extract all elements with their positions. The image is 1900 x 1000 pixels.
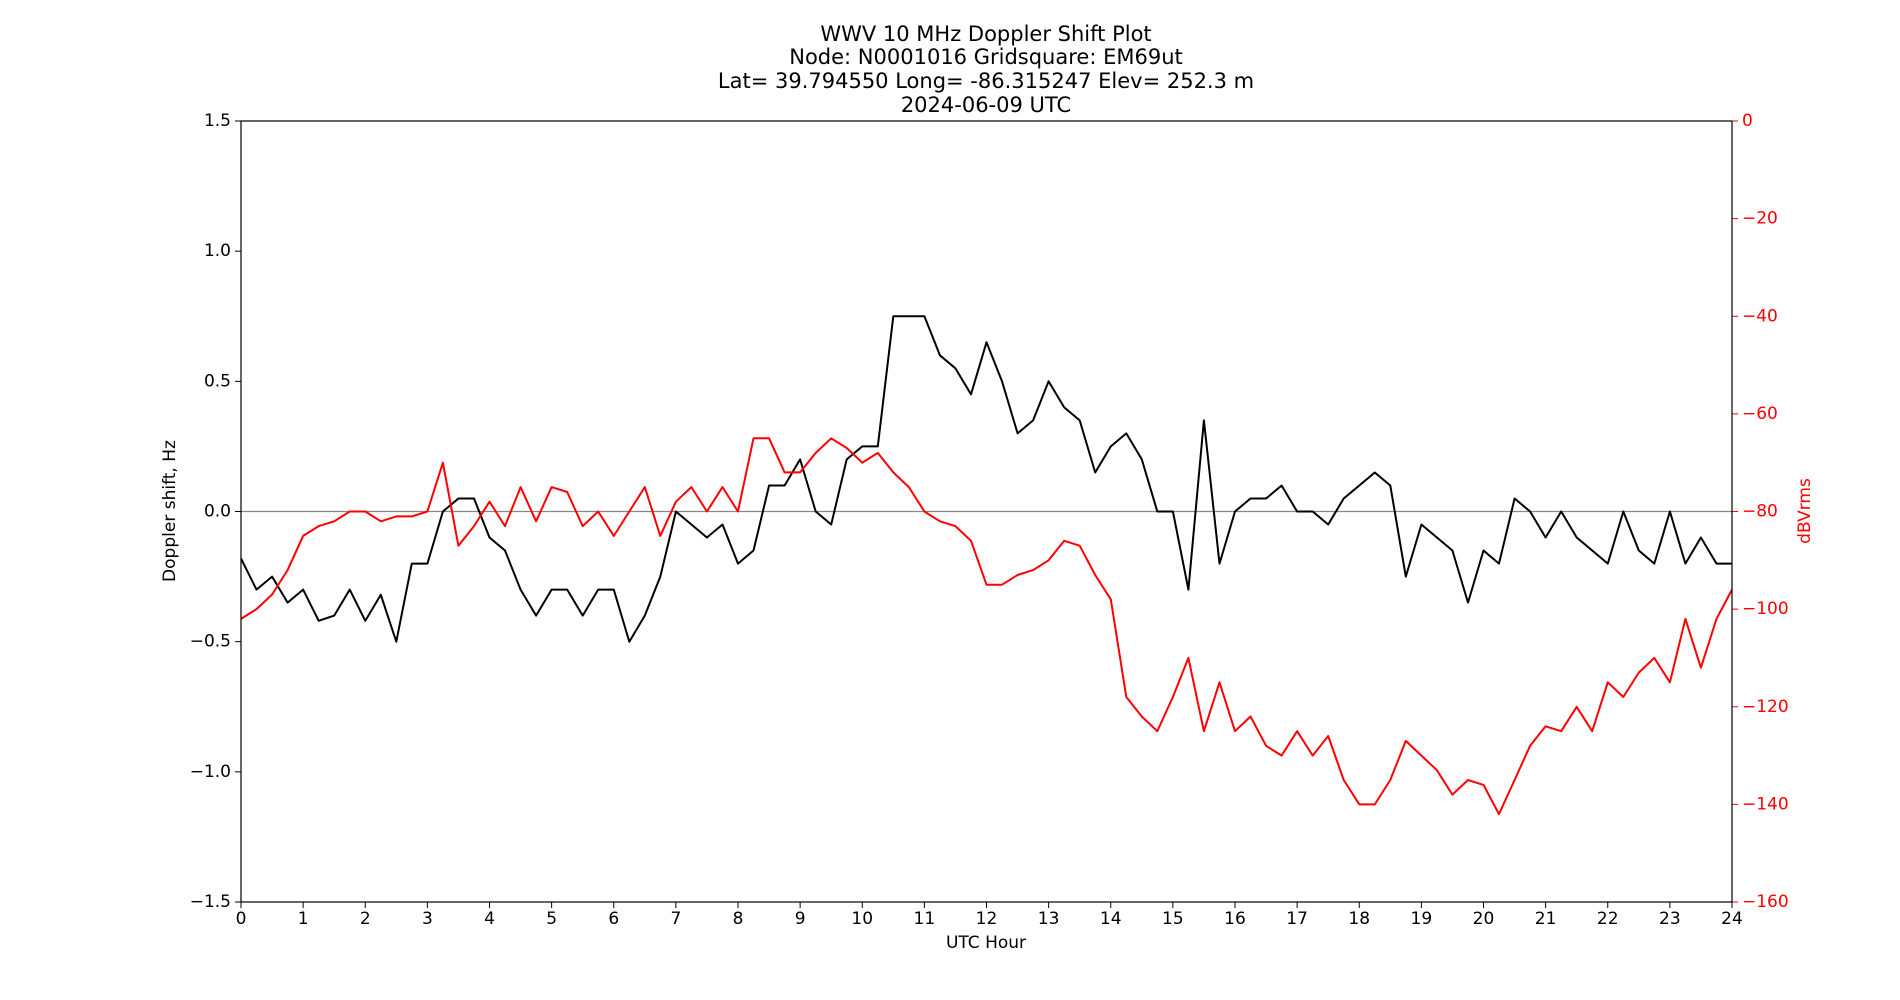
x-tick-label: 12: [976, 909, 998, 929]
x-tick-label: 24: [1721, 909, 1743, 929]
x-tick-label: 22: [1597, 909, 1619, 929]
y2-tick-label: −160: [1742, 892, 1789, 912]
y-tick-label: 1.5: [204, 111, 231, 131]
x-tick-label: 13: [1038, 909, 1060, 929]
title-line: Lat= 39.794550 Long= -86.315247 Elev= 25…: [718, 69, 1254, 93]
x-tick-label: 17: [1286, 909, 1308, 929]
x-tick-label: 23: [1659, 909, 1681, 929]
y-axis-label: Doppler shift, Hz: [160, 440, 180, 582]
x-tick-label: 5: [546, 909, 557, 929]
x-tick-label: 19: [1411, 909, 1433, 929]
y-tick-label: 0.5: [204, 371, 231, 391]
y2-tick-label: −80: [1742, 502, 1778, 522]
data-line: [240, 437, 1733, 816]
y-tick-label: 1.0: [204, 241, 231, 261]
x-tick-label: 15: [1162, 909, 1184, 929]
x-tick-label: 14: [1100, 909, 1122, 929]
x-tick-label: 8: [733, 909, 744, 929]
y2-axis-label: dBVrms: [1795, 478, 1815, 544]
y-tick-label: 0.0: [204, 502, 231, 522]
y2-tick-label: −60: [1742, 404, 1778, 424]
y2-tick-label: 0: [1742, 111, 1753, 131]
y-tick-label: −1.5: [190, 892, 231, 912]
x-tick-label: 10: [851, 909, 873, 929]
x-tick-label: 16: [1224, 909, 1246, 929]
x-tick-label: 9: [795, 909, 806, 929]
plot-frame: [240, 120, 1733, 903]
y2-tick-label: −20: [1742, 209, 1778, 229]
y-tick-label: −1.0: [190, 762, 231, 782]
x-tick-label: 7: [670, 909, 681, 929]
x-tick-label: 21: [1535, 909, 1557, 929]
title-line: 2024-06-09 UTC: [901, 93, 1071, 117]
x-tick-label: 4: [484, 909, 495, 929]
x-tick-label: 18: [1348, 909, 1370, 929]
y2-tick-label: −40: [1742, 306, 1778, 326]
x-tick-label: 1: [298, 909, 309, 929]
data-line: [240, 315, 1732, 643]
x-axis-label: UTC Hour: [946, 933, 1026, 953]
title-line: Node: N0001016 Gridsquare: EM69ut: [789, 45, 1182, 69]
y-tick-label: −0.5: [190, 632, 231, 652]
title-line: WWV 10 MHz Doppler Shift Plot: [820, 22, 1151, 46]
x-tick-label: 0: [236, 909, 247, 929]
x-tick-label: 20: [1473, 909, 1495, 929]
y2-tick-label: −120: [1742, 697, 1789, 717]
x-tick-label: 2: [360, 909, 371, 929]
x-tick-label: 3: [422, 909, 433, 929]
y2-tick-label: −100: [1742, 599, 1789, 619]
x-tick-label: 6: [608, 909, 619, 929]
y2-tick-label: −140: [1742, 794, 1789, 814]
x-tick-label: 11: [914, 909, 936, 929]
